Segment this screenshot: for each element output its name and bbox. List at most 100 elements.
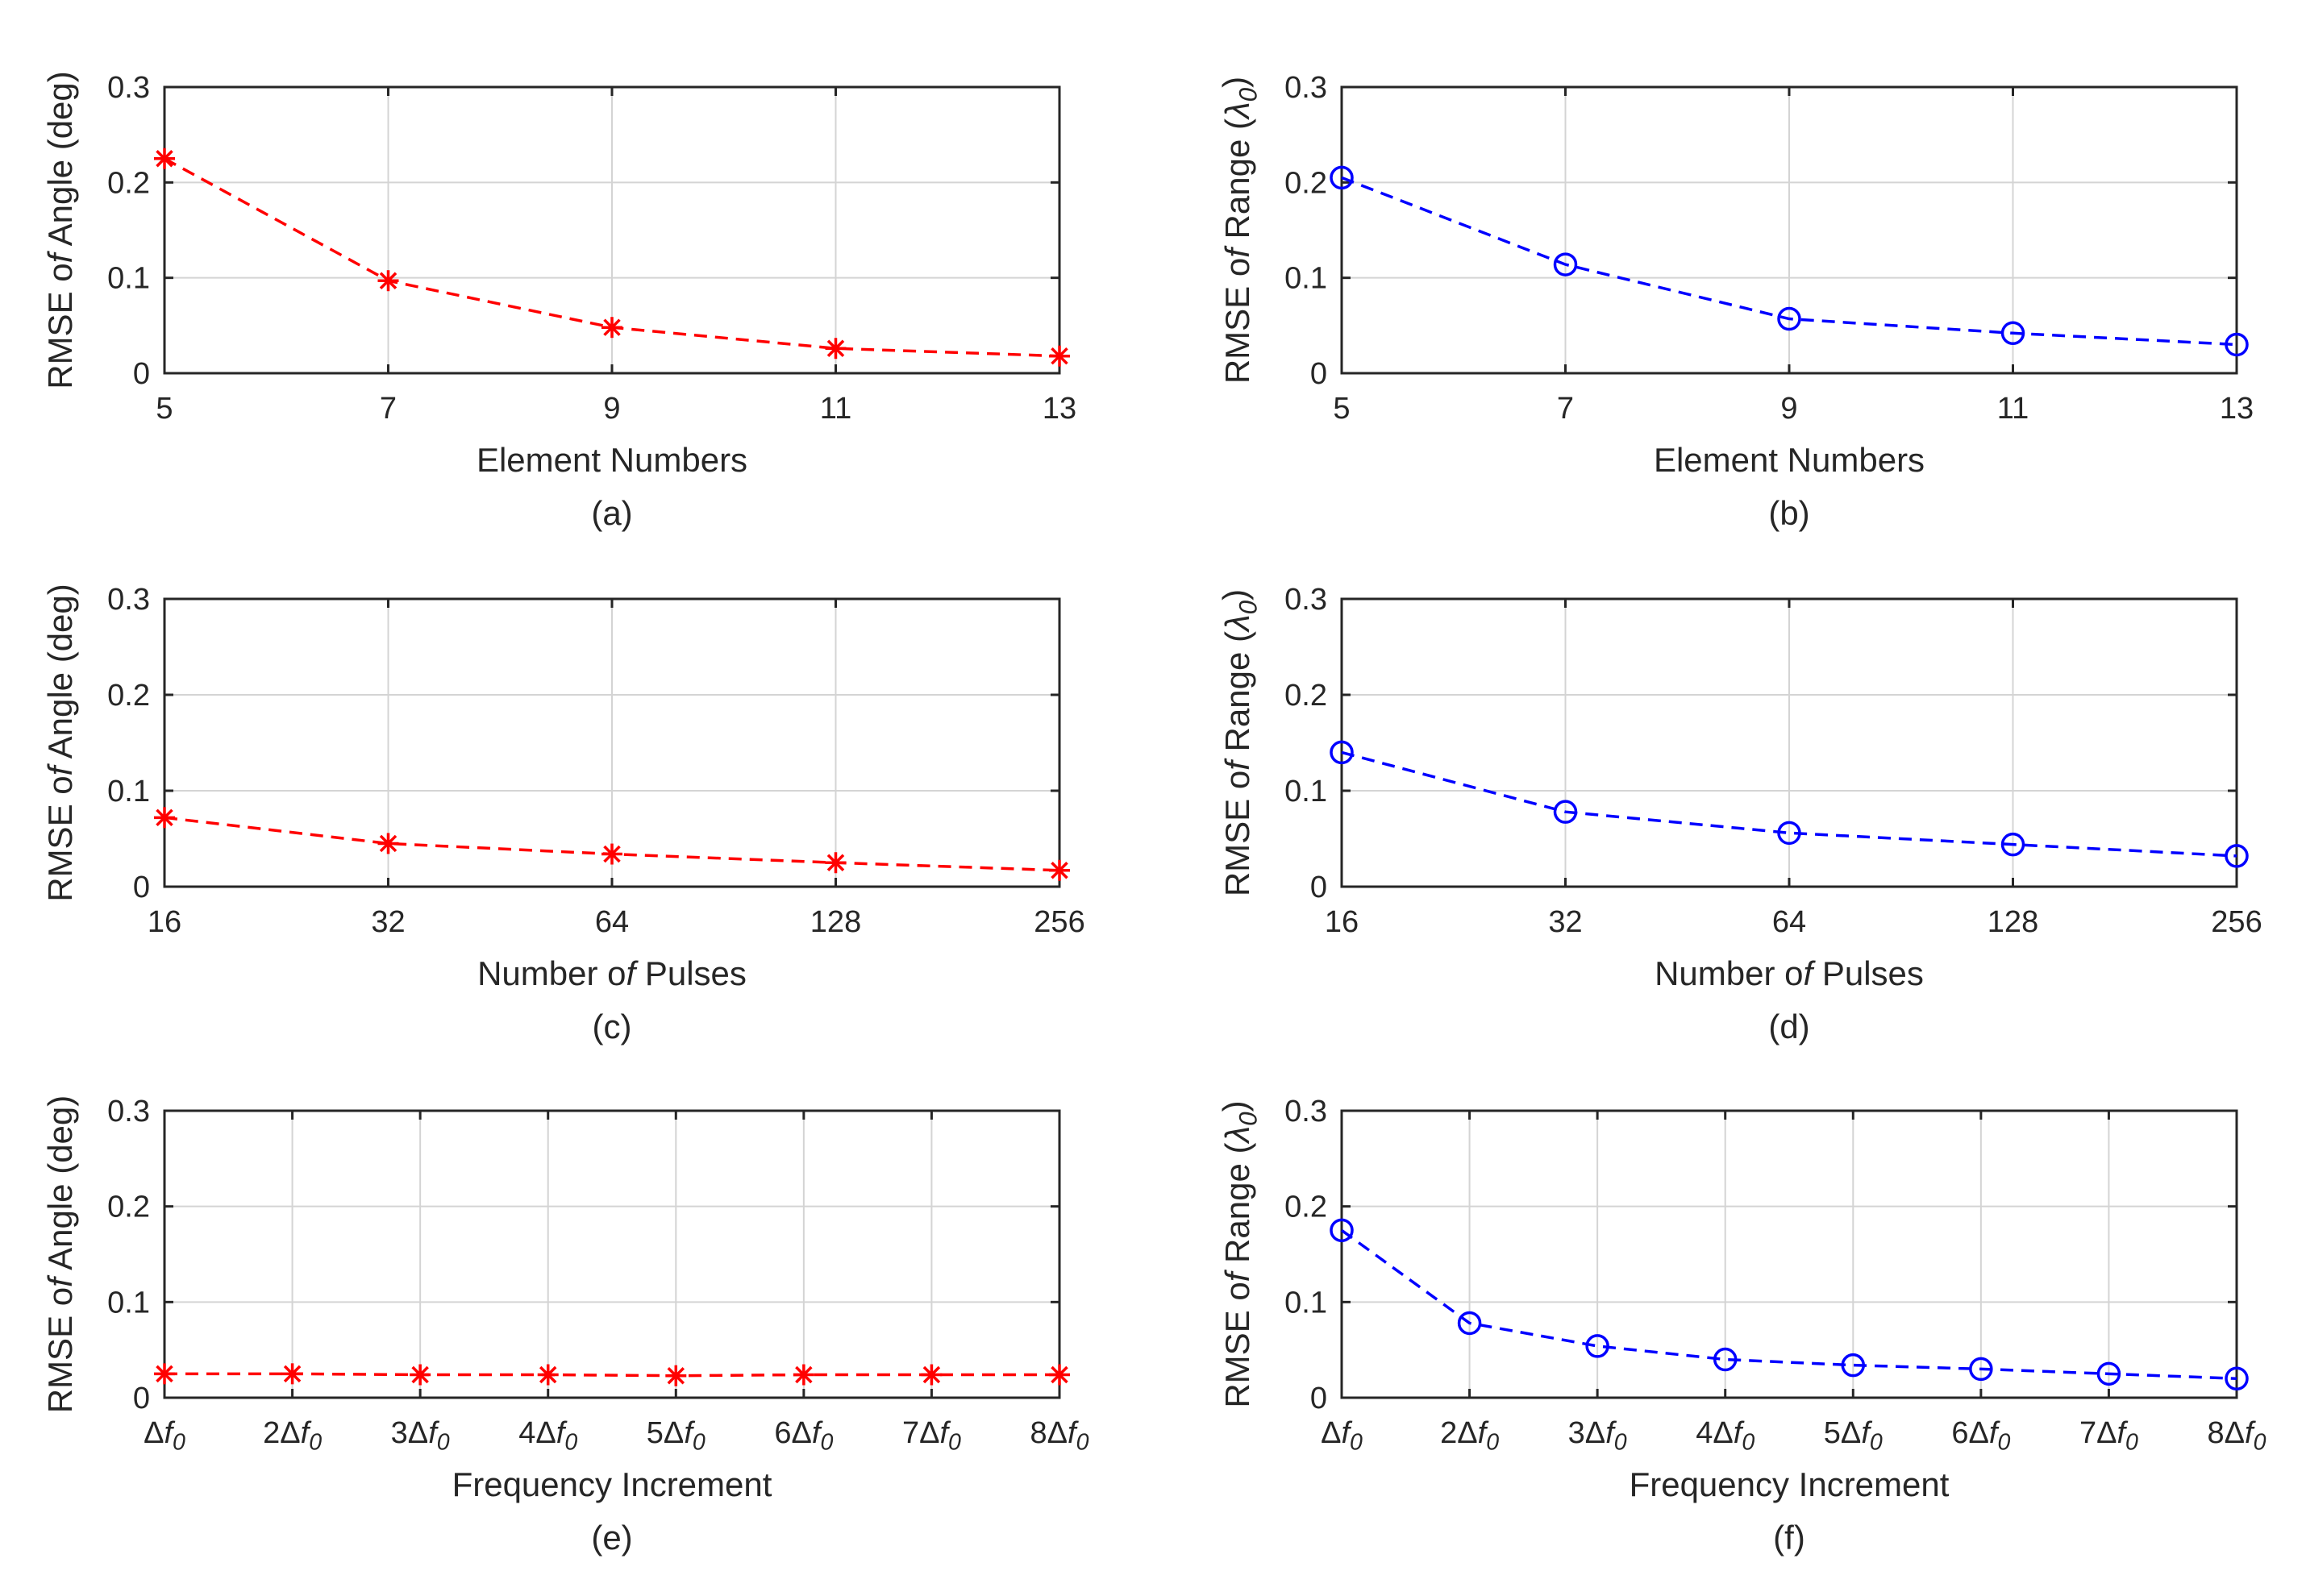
- x-tick-label: 5: [1333, 392, 1350, 426]
- series-line: [1340, 1228, 2237, 1381]
- y-tick-label: 0.3: [107, 1095, 150, 1128]
- y-tick-label: 0.1: [107, 1286, 150, 1320]
- y-tick-label: 0: [1310, 357, 1327, 391]
- data-point: [1457, 1311, 1482, 1336]
- x-axis-label: Element Numbers: [1654, 441, 1925, 479]
- data-point: [793, 1364, 814, 1386]
- y-axis-label: RMSE of Range (λ0): [1216, 77, 1263, 384]
- x-tick-label: Δf0: [1321, 1416, 1363, 1456]
- data-point: [154, 148, 175, 169]
- data-point: [601, 317, 622, 339]
- x-tick-label: 32: [1548, 905, 1582, 939]
- data-point: [2096, 1361, 2121, 1386]
- data-point: [1713, 1347, 1738, 1372]
- y-axis-label: RMSE of Angle (deg): [41, 71, 79, 389]
- data-point: [1585, 1334, 1609, 1358]
- x-tick-label: 256: [1034, 905, 1084, 939]
- x-tick-label: 32: [371, 905, 405, 939]
- panel-e: Δf0 2Δf0 3Δf0 4Δf0 5Δf0 6Δf0 7Δf0 8Δf0 0 0.1 0.2 0.…: [41, 1095, 1089, 1557]
- data-point: [1777, 306, 1801, 331]
- x-tick-label: 6Δf0: [774, 1416, 833, 1456]
- panel-b: 5 7 9 11 13 0 0.1 0.2 0.3 Element Numbers RMSE of …: [1216, 71, 2254, 532]
- y-axis-label: RMSE of Range (λ0): [1216, 589, 1263, 896]
- y-tick-label: 0.1: [107, 262, 150, 296]
- x-tick-label: 13: [1043, 392, 1076, 426]
- y-tick-label: 0: [133, 871, 150, 904]
- y-tick-label: 0.3: [107, 583, 150, 617]
- data-point: [2225, 332, 2249, 357]
- x-tick-label: 7: [380, 392, 397, 426]
- y-tick-label: 0.3: [1284, 1095, 1327, 1128]
- y-tick-label: 0.1: [1284, 1286, 1327, 1320]
- x-tick-label: 64: [1772, 905, 1806, 939]
- series-line: [164, 1372, 1059, 1378]
- x-tick-label: 64: [595, 905, 629, 939]
- data-point: [537, 1364, 559, 1386]
- x-tick-label: 7Δf0: [902, 1416, 961, 1456]
- x-tick-label: 3Δf0: [1568, 1416, 1627, 1456]
- x-tick-label: 128: [1988, 905, 2038, 939]
- x-axis-label: Element Numbers: [477, 441, 747, 479]
- panel-caption: (a): [591, 494, 632, 532]
- x-tick-label: 13: [2220, 392, 2254, 426]
- x-tick-label: 5Δf0: [647, 1416, 706, 1456]
- data-point: [2000, 832, 2025, 857]
- y-tick-label: 0.1: [1284, 262, 1327, 296]
- data-point: [2225, 1366, 2249, 1391]
- data-point: [921, 1364, 943, 1386]
- x-tick-label: 256: [2211, 905, 2262, 939]
- x-tick-label: 6Δf0: [1951, 1416, 2010, 1456]
- panel-d: 16 32 64 128 256 0 0.1 0.2 0.3 Number of Pulses RM…: [1216, 583, 2262, 1045]
- y-tick-label: 0: [1310, 871, 1327, 904]
- data-point: [1777, 821, 1801, 846]
- x-tick-label: 11: [1997, 392, 2029, 426]
- data-point: [1969, 1357, 1993, 1382]
- y-tick-label: 0: [133, 1382, 150, 1415]
- panel-caption: (d): [1768, 1008, 1809, 1045]
- x-tick-label: 9: [603, 392, 620, 426]
- x-tick-label: 7: [1557, 392, 1574, 426]
- y-axis-label: RMSE of Range (λ0): [1216, 1100, 1263, 1407]
- x-tick-label: 128: [810, 905, 861, 939]
- data-point: [154, 1363, 175, 1385]
- y-tick-label: 0.1: [1284, 775, 1327, 808]
- panel-caption: (c): [593, 1008, 632, 1045]
- data-point: [1049, 859, 1070, 881]
- data-point: [825, 852, 847, 874]
- x-tick-label: Δf0: [144, 1416, 185, 1456]
- data-point: [410, 1364, 431, 1386]
- panel-a: 5 7 9 11 13 0 0.1 0.2 0.3 Element Numbers RMSE of …: [41, 71, 1076, 532]
- x-tick-label: 7Δf0: [2079, 1416, 2138, 1456]
- x-tick-label: 2Δf0: [263, 1416, 322, 1456]
- x-axis-label: Frequency Increment: [1630, 1465, 1950, 1503]
- axes-box: [163, 1109, 1061, 1399]
- y-tick-label: 0.3: [1284, 583, 1327, 617]
- data-point: [2225, 844, 2249, 868]
- y-tick-label: 0: [1310, 1382, 1327, 1415]
- axes-box: [1340, 1109, 2238, 1399]
- data-point: [601, 843, 622, 865]
- series-line: [1341, 750, 2237, 858]
- x-tick-label: 5Δf0: [1824, 1416, 1883, 1456]
- x-tick-label: 11: [820, 392, 851, 426]
- y-tick-label: 0.2: [1284, 166, 1327, 200]
- x-axis-label: Frequency Increment: [452, 1465, 772, 1503]
- y-tick-label: 0.1: [107, 775, 150, 808]
- panel-caption: (b): [1768, 494, 1809, 532]
- data-point: [281, 1363, 303, 1385]
- x-tick-label: 4Δf0: [518, 1416, 577, 1456]
- y-tick-label: 0.2: [1284, 679, 1327, 713]
- x-axis-label: Number of Pulses: [477, 954, 747, 992]
- data-point: [377, 270, 399, 292]
- data-point: [1553, 800, 1578, 824]
- x-tick-label: 16: [1325, 905, 1359, 939]
- y-tick-label: 0.2: [107, 679, 150, 713]
- y-tick-label: 0: [133, 357, 150, 391]
- data-point: [1330, 1218, 1354, 1243]
- y-axis-label: RMSE of Angle (deg): [41, 584, 79, 902]
- x-axis-label: Number of Pulses: [1655, 954, 1924, 992]
- data-point: [1330, 740, 1354, 765]
- data-point: [1841, 1353, 1866, 1378]
- series-line: [1341, 176, 2237, 347]
